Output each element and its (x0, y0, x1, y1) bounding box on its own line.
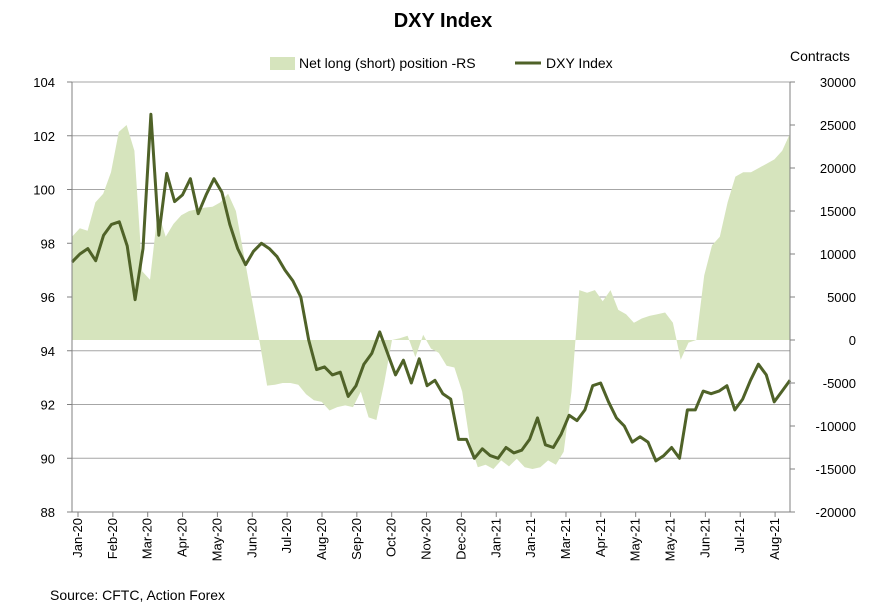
left-tick-label-8: 104 (33, 75, 55, 90)
x-tick-label-14: Mar-21 (558, 518, 573, 559)
right-axis-title: Contracts (790, 48, 850, 64)
x-tick-label-16: May-21 (628, 518, 643, 561)
x-tick-label-3: Apr-20 (175, 518, 190, 557)
left-tick-label-3: 94 (41, 344, 55, 359)
legend-swatch-position (270, 57, 295, 70)
x-tick-label-11: Dec-20 (453, 518, 468, 560)
x-tick-label-19: Jul-21 (732, 518, 747, 553)
legend: Net long (short) position -RS DXY Index (270, 55, 613, 71)
x-tick-label-0: Jan-20 (70, 518, 85, 558)
right-tick-label-2: -10000 (816, 419, 856, 434)
left-tick-label-2: 92 (41, 398, 55, 413)
chart-title: DXY Index (394, 10, 493, 32)
left-axis: 88 90 92 94 96 98 100 102 104 (33, 75, 72, 520)
x-axis: Jan-20 Feb-20 Mar-20 Apr-20 May-20 Jun-20 Jul-… (70, 512, 782, 561)
left-tick-label-5: 98 (41, 236, 55, 251)
right-tick-label-3: -5000 (823, 376, 856, 391)
x-tick-label-7: Aug-20 (314, 518, 329, 560)
position-area-layer (72, 125, 790, 469)
right-tick-label-9: 25000 (820, 118, 856, 133)
x-tick-label-13: Jan-21 (523, 518, 538, 558)
right-tick-label-5: 5000 (827, 290, 856, 305)
left-tick-label-0: 88 (41, 505, 55, 520)
x-tick-label-20: Aug-21 (767, 518, 782, 560)
x-tick-label-2: Mar-20 (140, 518, 155, 559)
x-tick-label-17: May-21 (663, 518, 678, 561)
right-tick-label-6: 10000 (820, 247, 856, 262)
position-area (72, 125, 790, 469)
legend-label-position: Net long (short) position -RS (299, 55, 476, 71)
x-tick-label-18: Jun-21 (697, 518, 712, 558)
left-tick-label-6: 100 (33, 183, 55, 198)
right-tick-label-7: 15000 (820, 204, 856, 219)
left-tick-label-4: 96 (41, 290, 55, 305)
x-tick-label-4: May-20 (209, 518, 224, 561)
left-tick-label-7: 102 (33, 129, 55, 144)
right-tick-label-0: -20000 (816, 505, 856, 520)
x-tick-label-1: Feb-20 (105, 518, 120, 559)
x-tick-label-12: Jan-21 (488, 518, 503, 558)
right-tick-label-8: 20000 (820, 161, 856, 176)
x-tick-label-5: Jun-20 (244, 518, 259, 558)
x-tick-label-8: Sep-20 (349, 518, 364, 560)
right-axis: -20000 -15000 -10000 -5000 0 5000 10000 15000 20… (790, 75, 856, 520)
right-tick-label-10: 30000 (820, 75, 856, 90)
legend-label-dxy: DXY Index (546, 55, 613, 71)
x-tick-label-6: Jul-20 (279, 518, 294, 553)
x-tick-label-10: Nov-20 (419, 518, 434, 560)
source-note: Source: CFTC, Action Forex (50, 587, 225, 603)
right-tick-label-1: -15000 (816, 462, 856, 477)
left-tick-label-1: 90 (41, 451, 55, 466)
dxy-line-layer (70, 112, 792, 463)
right-tick-label-4: 0 (849, 333, 856, 348)
x-tick-label-9: Oct-20 (384, 518, 399, 557)
dxy-line (70, 112, 792, 463)
x-tick-label-15: Apr-21 (593, 518, 608, 557)
